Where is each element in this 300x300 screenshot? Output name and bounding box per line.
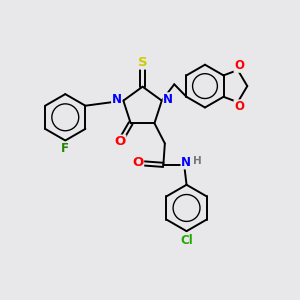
Text: O: O	[234, 59, 244, 72]
Text: N: N	[163, 93, 173, 106]
Text: O: O	[114, 135, 126, 148]
Text: N: N	[181, 156, 191, 169]
Text: O: O	[234, 100, 244, 113]
Text: F: F	[61, 142, 69, 155]
Text: N: N	[112, 93, 122, 106]
Text: O: O	[132, 156, 143, 169]
Text: H: H	[193, 156, 201, 166]
Text: S: S	[138, 56, 147, 69]
Text: Cl: Cl	[180, 234, 193, 247]
